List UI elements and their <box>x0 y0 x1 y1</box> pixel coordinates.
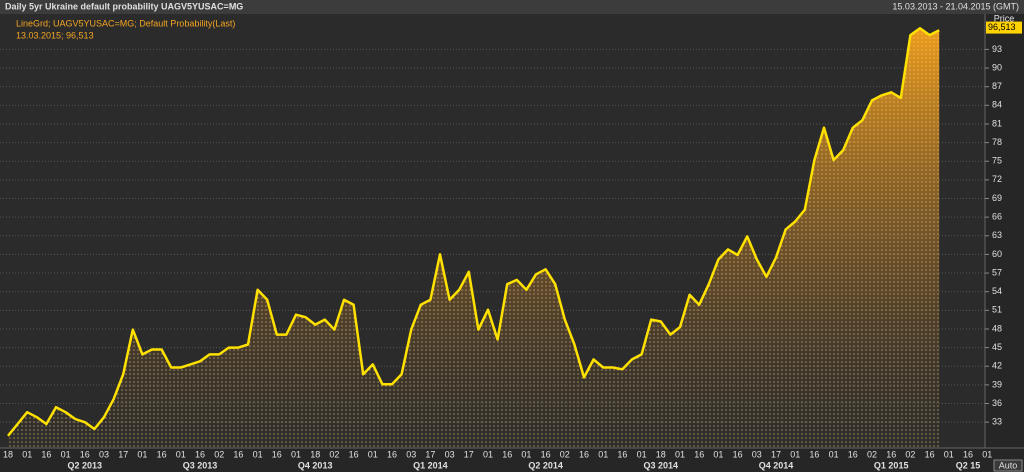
x-tick-label: 01 <box>982 449 992 459</box>
y-tick-label: 78 <box>992 137 1002 147</box>
y-tick-label: 66 <box>992 212 1002 222</box>
y-tick-label: 75 <box>992 156 1002 166</box>
x-group-label: Q4 2014 <box>759 460 794 470</box>
y-tick-label: 81 <box>992 118 1002 128</box>
x-tick-label: 18 <box>3 449 13 459</box>
x-tick-label: 16 <box>617 449 627 459</box>
x-tick-label: 16 <box>80 449 90 459</box>
x-tick-label: 02 <box>560 449 570 459</box>
x-tick-label: 01 <box>368 449 378 459</box>
legend-entry: LineGrd; UAGV5YUSAC=MG; Default Probabil… <box>16 18 235 28</box>
auto-button[interactable] <box>993 459 1023 472</box>
last-value-label: 96,513 <box>988 22 1016 32</box>
y-tick-label: 84 <box>992 100 1002 110</box>
x-tick-label: 01 <box>22 449 32 459</box>
cursor-label: 13.03.2015; 96,513 <box>16 30 94 40</box>
x-tick-label: 17 <box>118 449 128 459</box>
x-tick-label: 16 <box>579 449 589 459</box>
x-tick-label: 16 <box>925 449 935 459</box>
x-tick-label: 01 <box>829 449 839 459</box>
y-tick-label: 54 <box>992 286 1002 296</box>
x-tick-label: 01 <box>790 449 800 459</box>
x-tick-label: 01 <box>637 449 647 459</box>
y-tick-label: 90 <box>992 62 1002 72</box>
y-tick-label: 33 <box>992 417 1002 427</box>
y-tick-label: 60 <box>992 249 1002 259</box>
x-tick-label: 16 <box>733 449 743 459</box>
x-group-label: Q3 2014 <box>644 460 679 470</box>
x-tick-label: 16 <box>541 449 551 459</box>
y-tick-label: 42 <box>992 361 1002 371</box>
y-tick-label: 39 <box>992 379 1002 389</box>
x-tick-label: 18 <box>656 449 666 459</box>
x-tick-label: 01 <box>137 449 147 459</box>
auto-button-label[interactable]: Auto <box>999 460 1018 470</box>
x-axis-panel <box>0 448 1024 472</box>
x-tick-label: 16 <box>809 449 819 459</box>
y-tick-label: 36 <box>992 398 1002 408</box>
date-range: 15.03.2013 - 21.04.2015 (GMT) <box>892 1 1019 11</box>
x-tick-label: 16 <box>41 449 51 459</box>
x-group-label: Q1 2014 <box>413 460 448 470</box>
x-tick-label: 17 <box>771 449 781 459</box>
x-tick-label: 01 <box>483 449 493 459</box>
y-axis-label: Price <box>994 13 1015 23</box>
x-tick-label: 16 <box>387 449 397 459</box>
x-tick-label: 16 <box>349 449 359 459</box>
y-tick-label: 69 <box>992 193 1002 203</box>
x-group-label: Q4 2013 <box>298 460 333 470</box>
y-tick-label: 63 <box>992 230 1002 240</box>
x-tick-label: 03 <box>406 449 416 459</box>
x-tick-label: 16 <box>233 449 243 459</box>
x-tick-label: 03 <box>752 449 762 459</box>
x-group-label: Q1 2015 <box>874 460 909 470</box>
x-tick-label: 01 <box>521 449 531 459</box>
x-tick-label: 16 <box>195 449 205 459</box>
x-tick-label: 03 <box>445 449 455 459</box>
x-tick-label: 01 <box>253 449 263 459</box>
x-tick-label: 17 <box>464 449 474 459</box>
x-tick-label: 01 <box>291 449 301 459</box>
x-tick-label: 17 <box>425 449 435 459</box>
x-tick-label: 02 <box>214 449 224 459</box>
x-tick-label: 01 <box>598 449 608 459</box>
x-tick-label: 01 <box>944 449 954 459</box>
x-group-label: Q2 15 <box>956 460 981 470</box>
y-tick-label: 48 <box>992 323 1002 333</box>
x-group-label: Q2 2013 <box>68 460 103 470</box>
y-tick-label: 57 <box>992 267 1002 277</box>
x-tick-label: 01 <box>713 449 723 459</box>
x-group-label: Q3 2013 <box>183 460 218 470</box>
y-axis-panel <box>985 14 1024 448</box>
x-tick-label: 18 <box>310 449 320 459</box>
y-tick-label: 93 <box>992 44 1002 54</box>
x-tick-label: 16 <box>963 449 973 459</box>
y-tick-label: 87 <box>992 81 1002 91</box>
title-bar <box>0 0 1024 14</box>
x-tick-label: 01 <box>176 449 186 459</box>
area-texture <box>8 28 940 448</box>
x-tick-label: 16 <box>694 449 704 459</box>
line <box>7 27 940 437</box>
x-tick-label: 03 <box>99 449 109 459</box>
last-value-box <box>986 21 1022 34</box>
chart-title: Daily 5yr Ukraine default probability UA… <box>5 1 243 11</box>
x-tick-label: 16 <box>848 449 858 459</box>
x-tick-label: 02 <box>329 449 339 459</box>
x-tick-label: 01 <box>675 449 685 459</box>
y-tick-label: 45 <box>992 342 1002 352</box>
x-tick-label: 02 <box>867 449 877 459</box>
y-tick-label: 72 <box>992 174 1002 184</box>
x-tick-label: 01 <box>61 449 71 459</box>
x-tick-label: 16 <box>272 449 282 459</box>
x-tick-label: 02 <box>905 449 915 459</box>
x-tick-label: 16 <box>157 449 167 459</box>
x-tick-label: 16 <box>502 449 512 459</box>
y-tick-label: 51 <box>992 305 1002 315</box>
x-group-label: Q2 2014 <box>528 460 563 470</box>
x-tick-label: 16 <box>886 449 896 459</box>
